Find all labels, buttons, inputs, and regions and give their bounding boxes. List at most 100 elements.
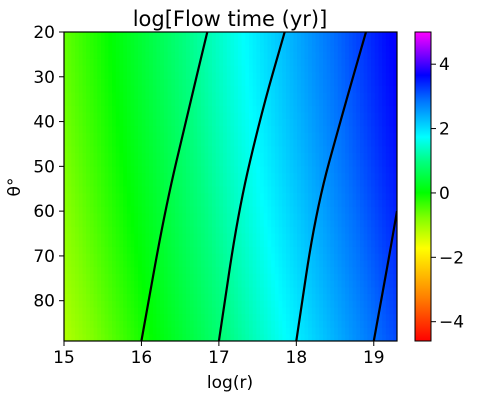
heatmap-cell	[119, 58, 124, 67]
heatmap-cell	[208, 112, 213, 120]
heatmap-cell	[385, 112, 391, 120]
heatmap-cell	[149, 193, 154, 201]
heatmap-cell	[101, 173, 106, 181]
heatmap-cell	[293, 280, 298, 288]
heatmap-cell	[286, 112, 291, 120]
heatmap-cell	[371, 220, 376, 228]
heatmap-cell	[138, 280, 143, 288]
heatmap-cell	[286, 126, 291, 134]
heatmap-cell	[134, 213, 139, 221]
heatmap-cell	[348, 32, 354, 40]
heatmap-cell	[330, 260, 335, 268]
heatmap-cell	[104, 233, 109, 241]
heatmap-cell	[311, 139, 317, 147]
heatmap-cell	[297, 152, 302, 161]
heatmap-cell	[382, 85, 387, 94]
heatmap-cell	[230, 199, 235, 208]
heatmap-cell	[267, 314, 272, 322]
heatmap-cell	[278, 300, 283, 309]
heatmap-cell	[223, 267, 228, 275]
heatmap-cell	[182, 253, 187, 261]
heatmap-cell	[293, 267, 298, 275]
heatmap-cell	[145, 253, 150, 261]
heatmap-cell	[263, 166, 269, 174]
heatmap-cell	[167, 267, 172, 275]
heatmap-cell	[178, 186, 183, 194]
heatmap-cell	[374, 99, 380, 107]
heatmap-cell	[245, 186, 250, 194]
heatmap-cell	[234, 293, 239, 302]
heatmap-cell	[341, 132, 346, 141]
heatmap-cell	[293, 226, 298, 235]
heatmap-cell	[204, 112, 209, 120]
heatmap-cell	[271, 280, 276, 288]
heatmap-cell	[315, 199, 320, 208]
heatmap-cell	[282, 233, 287, 241]
heatmap-cell	[230, 45, 235, 53]
heatmap-cell	[78, 52, 84, 60]
heatmap-cell	[64, 159, 69, 167]
heatmap-cell	[123, 327, 128, 335]
heatmap-cell	[234, 92, 239, 100]
heatmap-cell	[163, 166, 169, 174]
heatmap-cell	[315, 112, 320, 120]
heatmap-cell	[389, 327, 394, 335]
heatmap-cell	[204, 58, 209, 67]
heatmap-cell	[245, 260, 250, 268]
heatmap-cell	[382, 159, 387, 167]
heatmap-cell	[82, 173, 87, 181]
heatmap-cell	[160, 99, 165, 107]
heatmap-cell	[189, 314, 195, 322]
heatmap-cell	[385, 159, 391, 167]
heatmap-cell	[208, 139, 213, 147]
heatmap-cell	[245, 79, 250, 87]
heatmap-cell	[145, 206, 150, 214]
heatmap-cell	[178, 240, 183, 248]
heatmap-cell	[382, 186, 387, 194]
heatmap-cell	[363, 226, 368, 235]
heatmap-cell	[189, 260, 195, 268]
heatmap-cell	[337, 139, 343, 147]
heatmap-cell	[286, 220, 291, 228]
heatmap-cell	[278, 152, 283, 161]
heatmap-cell	[82, 85, 87, 94]
heatmap-cell	[245, 287, 250, 295]
heatmap-cell	[300, 233, 306, 241]
heatmap-cell	[101, 307, 106, 315]
heatmap-cell	[126, 92, 132, 100]
heatmap-cell	[304, 246, 309, 255]
heatmap-cell	[252, 152, 257, 161]
heatmap-cell	[389, 307, 394, 315]
heatmap-cell	[389, 273, 394, 282]
heatmap-cell	[89, 293, 95, 302]
heatmap-cell	[260, 159, 265, 167]
heatmap-cell	[200, 334, 206, 341]
heatmap-cell	[345, 193, 350, 201]
heatmap-cell	[160, 199, 165, 208]
heatmap-cell	[304, 314, 309, 322]
heatmap-cell	[115, 199, 121, 208]
heatmap-cell	[282, 280, 287, 288]
heatmap-cell	[178, 253, 183, 261]
heatmap-cell	[319, 152, 324, 161]
heatmap-cell	[163, 226, 169, 235]
heatmap-cell	[115, 92, 121, 100]
heatmap-cell	[315, 334, 320, 341]
heatmap-cell	[367, 233, 372, 241]
heatmap-cell	[311, 159, 317, 167]
heatmap-cell	[67, 206, 72, 214]
heatmap-cell	[104, 72, 109, 80]
heatmap-cell	[171, 193, 176, 201]
heatmap-cell	[367, 226, 372, 235]
heatmap-cell	[323, 267, 328, 275]
heatmap-cell	[289, 280, 294, 288]
heatmap-cell	[123, 72, 128, 80]
heatmap-cell	[197, 226, 202, 235]
heatmap-cell	[97, 105, 102, 114]
heatmap-cell	[175, 320, 180, 329]
heatmap-cell	[230, 173, 235, 181]
heatmap-cell	[274, 139, 280, 147]
heatmap-cell	[323, 253, 328, 261]
heatmap-cell	[156, 253, 161, 261]
heatmap-cell	[93, 226, 98, 235]
